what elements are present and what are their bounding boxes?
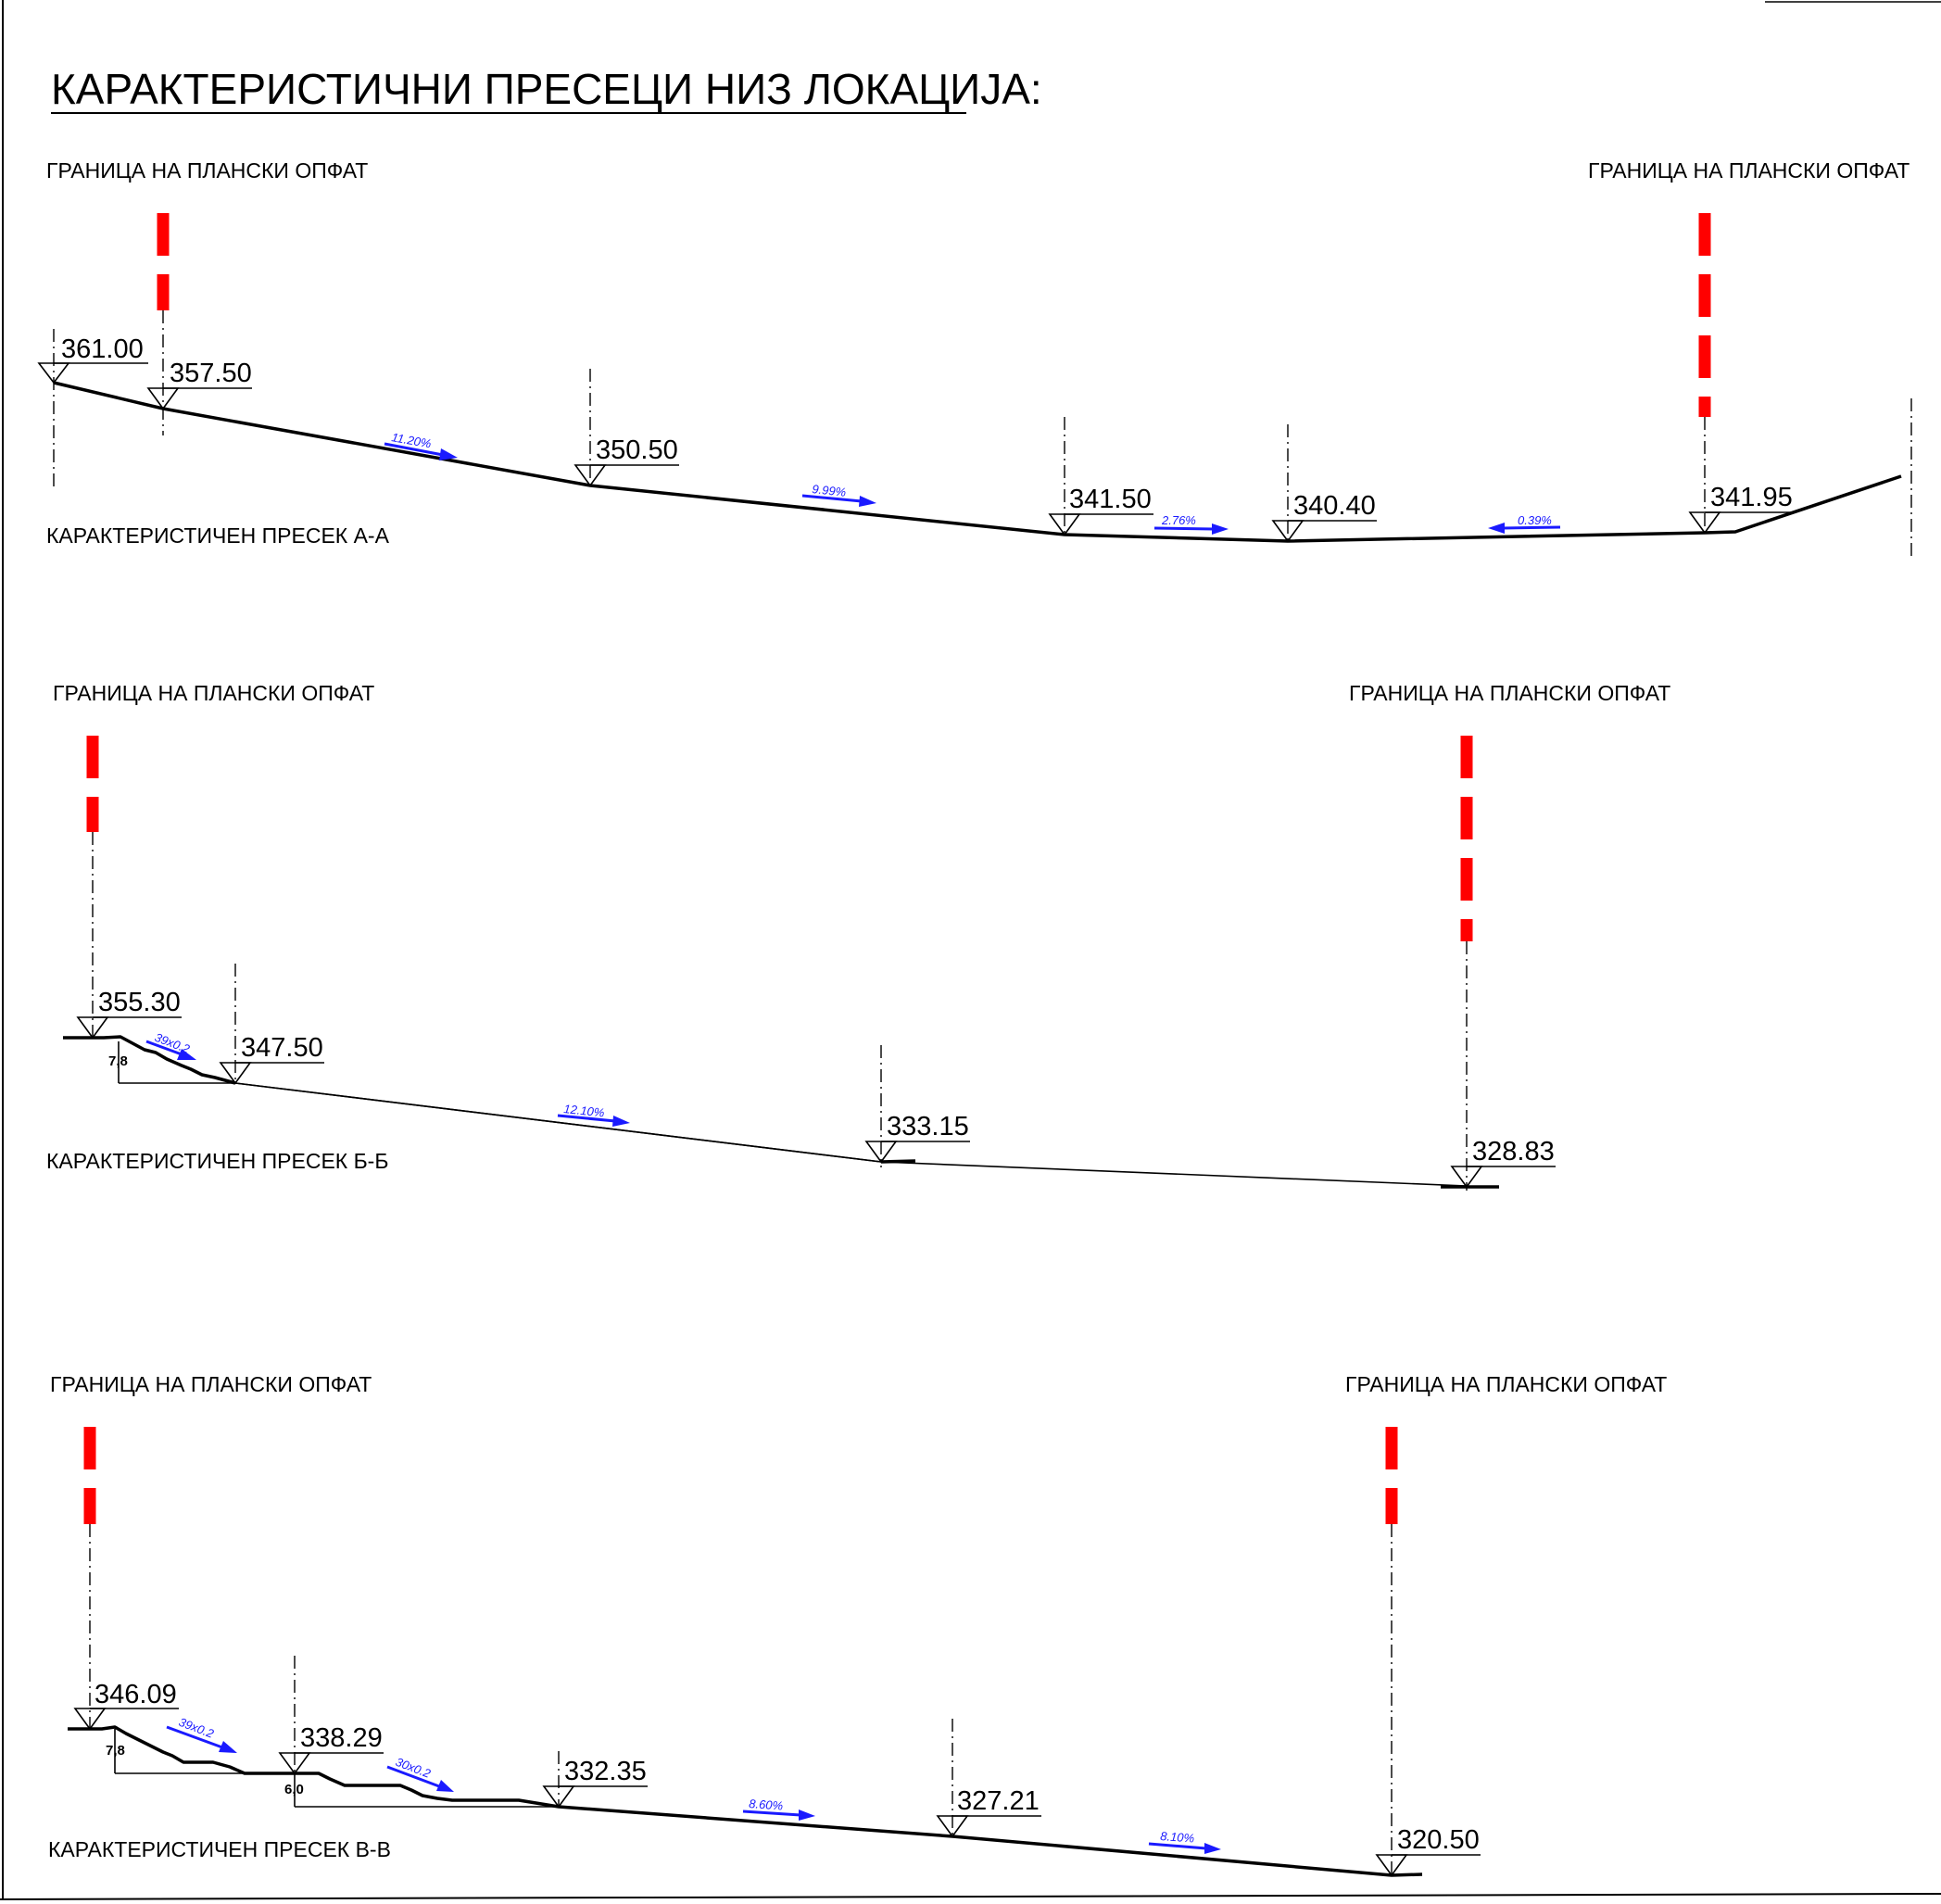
axis-lines (92, 832, 1468, 1191)
slope-label: 9.99% (812, 482, 847, 499)
elevation-marker: 361.00 (37, 334, 148, 385)
terrain-profile (68, 1725, 1423, 1877)
slope-arrow: 8.10% (1148, 1829, 1221, 1854)
elevation-label: 338.29 (300, 1723, 383, 1753)
slope-label: 0.39% (1518, 513, 1552, 527)
boundary-label-right: ГРАНИЦА НА ПЛАНСКИ ОПФАТ (1345, 1372, 1667, 1396)
elevation-label: 361.00 (61, 334, 144, 364)
elevation-label: 341.95 (1710, 483, 1793, 512)
section-name: КАРАКТЕРИСТИЧЕН ПРЕСЕК В-В (48, 1837, 391, 1861)
elevation-label: 347.50 (241, 1033, 323, 1063)
slope-arrow: 11.20% (384, 430, 458, 460)
slope-arrow: 0.39% (1488, 513, 1561, 534)
boundary-label-left: ГРАНИЦА НА ПЛАНСКИ ОПФАТ (46, 158, 368, 183)
elevation-marker: 328.83 (1450, 1137, 1556, 1189)
section-name: КАРАКТЕРИСТИЧЕН ПРЕСЕК Б-Б (46, 1149, 388, 1173)
step-dimension: 7,8 (108, 1041, 235, 1084)
elevation-marker: 341.95 (1688, 483, 1794, 535)
boundary-label-right: ГРАНИЦА НА ПЛАНСКИ ОПФАТ (1349, 681, 1670, 705)
section-name: КАРАКТЕРИСТИЧЕН ПРЕСЕК А-А (46, 523, 390, 548)
elevation-label: 340.40 (1293, 491, 1376, 521)
slope-label: 12.10% (563, 1102, 605, 1120)
elevation-marker: 347.50 (219, 1033, 324, 1085)
slope-arrow: 12.10% (557, 1102, 630, 1127)
slope-arrow: 39x0.2 (145, 1030, 196, 1060)
section-a-a: ГРАНИЦА НА ПЛАНСКИ ОПФАТ ГРАНИЦА НА ПЛАН… (37, 158, 1912, 556)
axis-lines (53, 310, 1912, 556)
elevation-marker: 327.21 (936, 1786, 1041, 1838)
slope-arrow: 2.76% (1153, 513, 1229, 535)
slope-arrow: 9.99% (801, 482, 876, 507)
elevation-label: 355.30 (98, 988, 181, 1017)
elevation-marker: 346.09 (73, 1680, 179, 1731)
elevation-marker: 355.30 (76, 988, 182, 1040)
elevation-label: 357.50 (170, 359, 252, 388)
elevation-label: 341.50 (1069, 485, 1152, 514)
elevation-label: 327.21 (957, 1786, 1040, 1816)
slope-arrow: 8.60% (742, 1797, 815, 1821)
elevation-label: 332.35 (564, 1757, 647, 1786)
elevation-label: 350.50 (596, 435, 678, 465)
section-b-b: ГРАНИЦА НА ПЛАНСКИ ОПФАТ ГРАНИЦА НА ПЛАН… (46, 681, 1670, 1191)
elevation-marker: 320.50 (1375, 1825, 1481, 1877)
elevation-marker: 357.50 (146, 359, 252, 410)
slope-label: 2.76% (1161, 513, 1196, 527)
slope-arrow: 39x0.2 (166, 1715, 237, 1753)
elevation-label: 346.09 (95, 1680, 177, 1709)
elevation-marker: 340.40 (1271, 491, 1377, 543)
terrain-profile (53, 381, 1902, 543)
elevation-marker: 333.15 (864, 1112, 970, 1164)
boundary-label-left: ГРАНИЦА НА ПЛАНСКИ ОПФАТ (50, 1372, 372, 1396)
elevation-label: 328.83 (1472, 1137, 1555, 1166)
elevation-marker: 332.35 (542, 1757, 648, 1809)
section-v-v: ГРАНИЦА НА ПЛАНСКИ ОПФАТ ГРАНИЦА НА ПЛАН… (48, 1372, 1667, 1877)
elevation-marker: 350.50 (573, 435, 679, 487)
slope-label: 8.10% (1160, 1829, 1195, 1846)
page-title: КАРАКТЕРИСТИЧНИ ПРЕСЕЦИ НИЗ ЛОКАЦИЈА: (51, 65, 1042, 113)
elevation-marker: 341.50 (1048, 485, 1153, 536)
boundary-label-right: ГРАНИЦА НА ПЛАНСКИ ОПФАТ (1588, 158, 1909, 183)
elevation-label: 333.15 (887, 1112, 969, 1141)
axis-lines (89, 1524, 1393, 1876)
dimension-label: 7,8 (108, 1053, 128, 1069)
elevation-label: 320.50 (1397, 1825, 1480, 1855)
boundary-label-left: ГРАНИЦА НА ПЛАНСКИ ОПФАТ (53, 681, 374, 705)
slope-label: 11.20% (390, 430, 432, 450)
step-dimension: 7,8 (106, 1729, 295, 1774)
slope-label: 8.60% (749, 1797, 784, 1813)
dimension-label: 6,0 (284, 1782, 304, 1797)
step-dimension: 6,0 (284, 1773, 559, 1808)
dimension-label: 7,8 (106, 1743, 125, 1759)
terrain-profile (63, 1035, 236, 1085)
elevation-marker: 338.29 (278, 1723, 384, 1775)
